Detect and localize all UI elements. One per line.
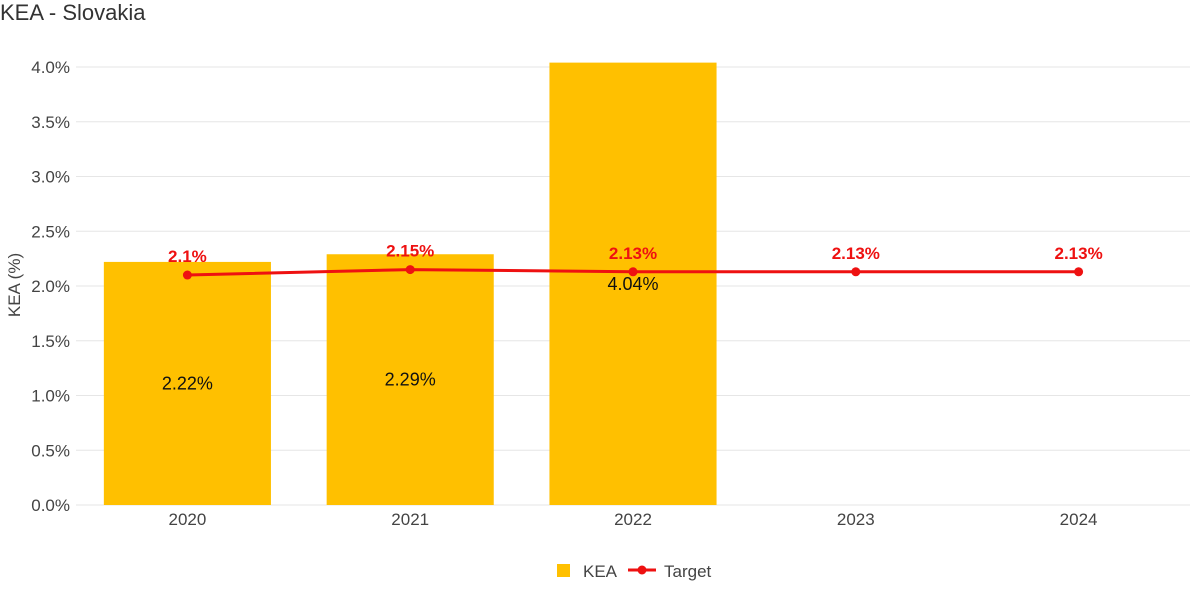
kea-bar-label: 4.04%	[607, 274, 658, 294]
y-tick-label: 1.0%	[31, 387, 70, 406]
legend-kea-label: KEA	[583, 562, 618, 581]
target-point-label: 2.15%	[386, 242, 434, 261]
legend-kea-swatch	[557, 564, 570, 577]
kea-bar-2021[interactable]	[326, 254, 494, 505]
kea-bar-label: 2.22%	[162, 373, 213, 393]
y-tick-label: 3.0%	[31, 168, 70, 187]
x-axis-ticks: 2020 2021 2022 2023 2024	[168, 510, 1097, 529]
target-point-2023[interactable]	[851, 267, 861, 277]
x-tick-label: 2022	[614, 510, 652, 529]
target-point-2021[interactable]	[405, 265, 415, 275]
legend-target-swatch-dot	[637, 565, 647, 575]
kea-bar-2022[interactable]	[549, 62, 717, 506]
chart-title: KEA - Slovakia	[0, 0, 146, 25]
target-point-2022[interactable]	[628, 267, 638, 277]
legend-target-label: Target	[664, 562, 712, 581]
y-tick-label: 1.5%	[31, 332, 70, 351]
kea-bars	[103, 62, 717, 506]
kea-bar-labels: 2.22% 2.29% 4.04%	[162, 274, 659, 394]
x-tick-label: 2024	[1060, 510, 1098, 529]
y-tick-label: 2.5%	[31, 222, 70, 241]
kea-bar-2020[interactable]	[103, 261, 271, 505]
target-point-label: 2.13%	[609, 244, 657, 263]
y-axis-ticks: 0.0% 0.5% 1.0% 1.5% 2.0% 2.5% 3.0% 3.5% 4.0%	[31, 58, 70, 515]
target-point-2024[interactable]	[1074, 267, 1084, 277]
target-point-label: 2.1%	[168, 247, 207, 266]
x-tick-label: 2021	[391, 510, 429, 529]
target-line: 2.1% 2.15% 2.13% 2.13% 2.13%	[168, 242, 1103, 280]
y-tick-label: 4.0%	[31, 58, 70, 77]
legend[interactable]: KEA Target	[557, 562, 712, 581]
x-tick-label: 2023	[837, 510, 875, 529]
kea-bar-label: 2.29%	[385, 370, 436, 390]
target-point-label: 2.13%	[832, 244, 880, 263]
y-tick-label: 2.0%	[31, 277, 70, 296]
x-tick-label: 2020	[168, 510, 206, 529]
y-tick-label: 0.5%	[31, 441, 70, 460]
target-point-2020[interactable]	[182, 270, 192, 280]
y-tick-label: 0.0%	[31, 496, 70, 515]
target-point-label: 2.13%	[1054, 244, 1102, 263]
y-axis-title: KEA (%)	[5, 253, 24, 317]
y-tick-label: 3.5%	[31, 113, 70, 132]
